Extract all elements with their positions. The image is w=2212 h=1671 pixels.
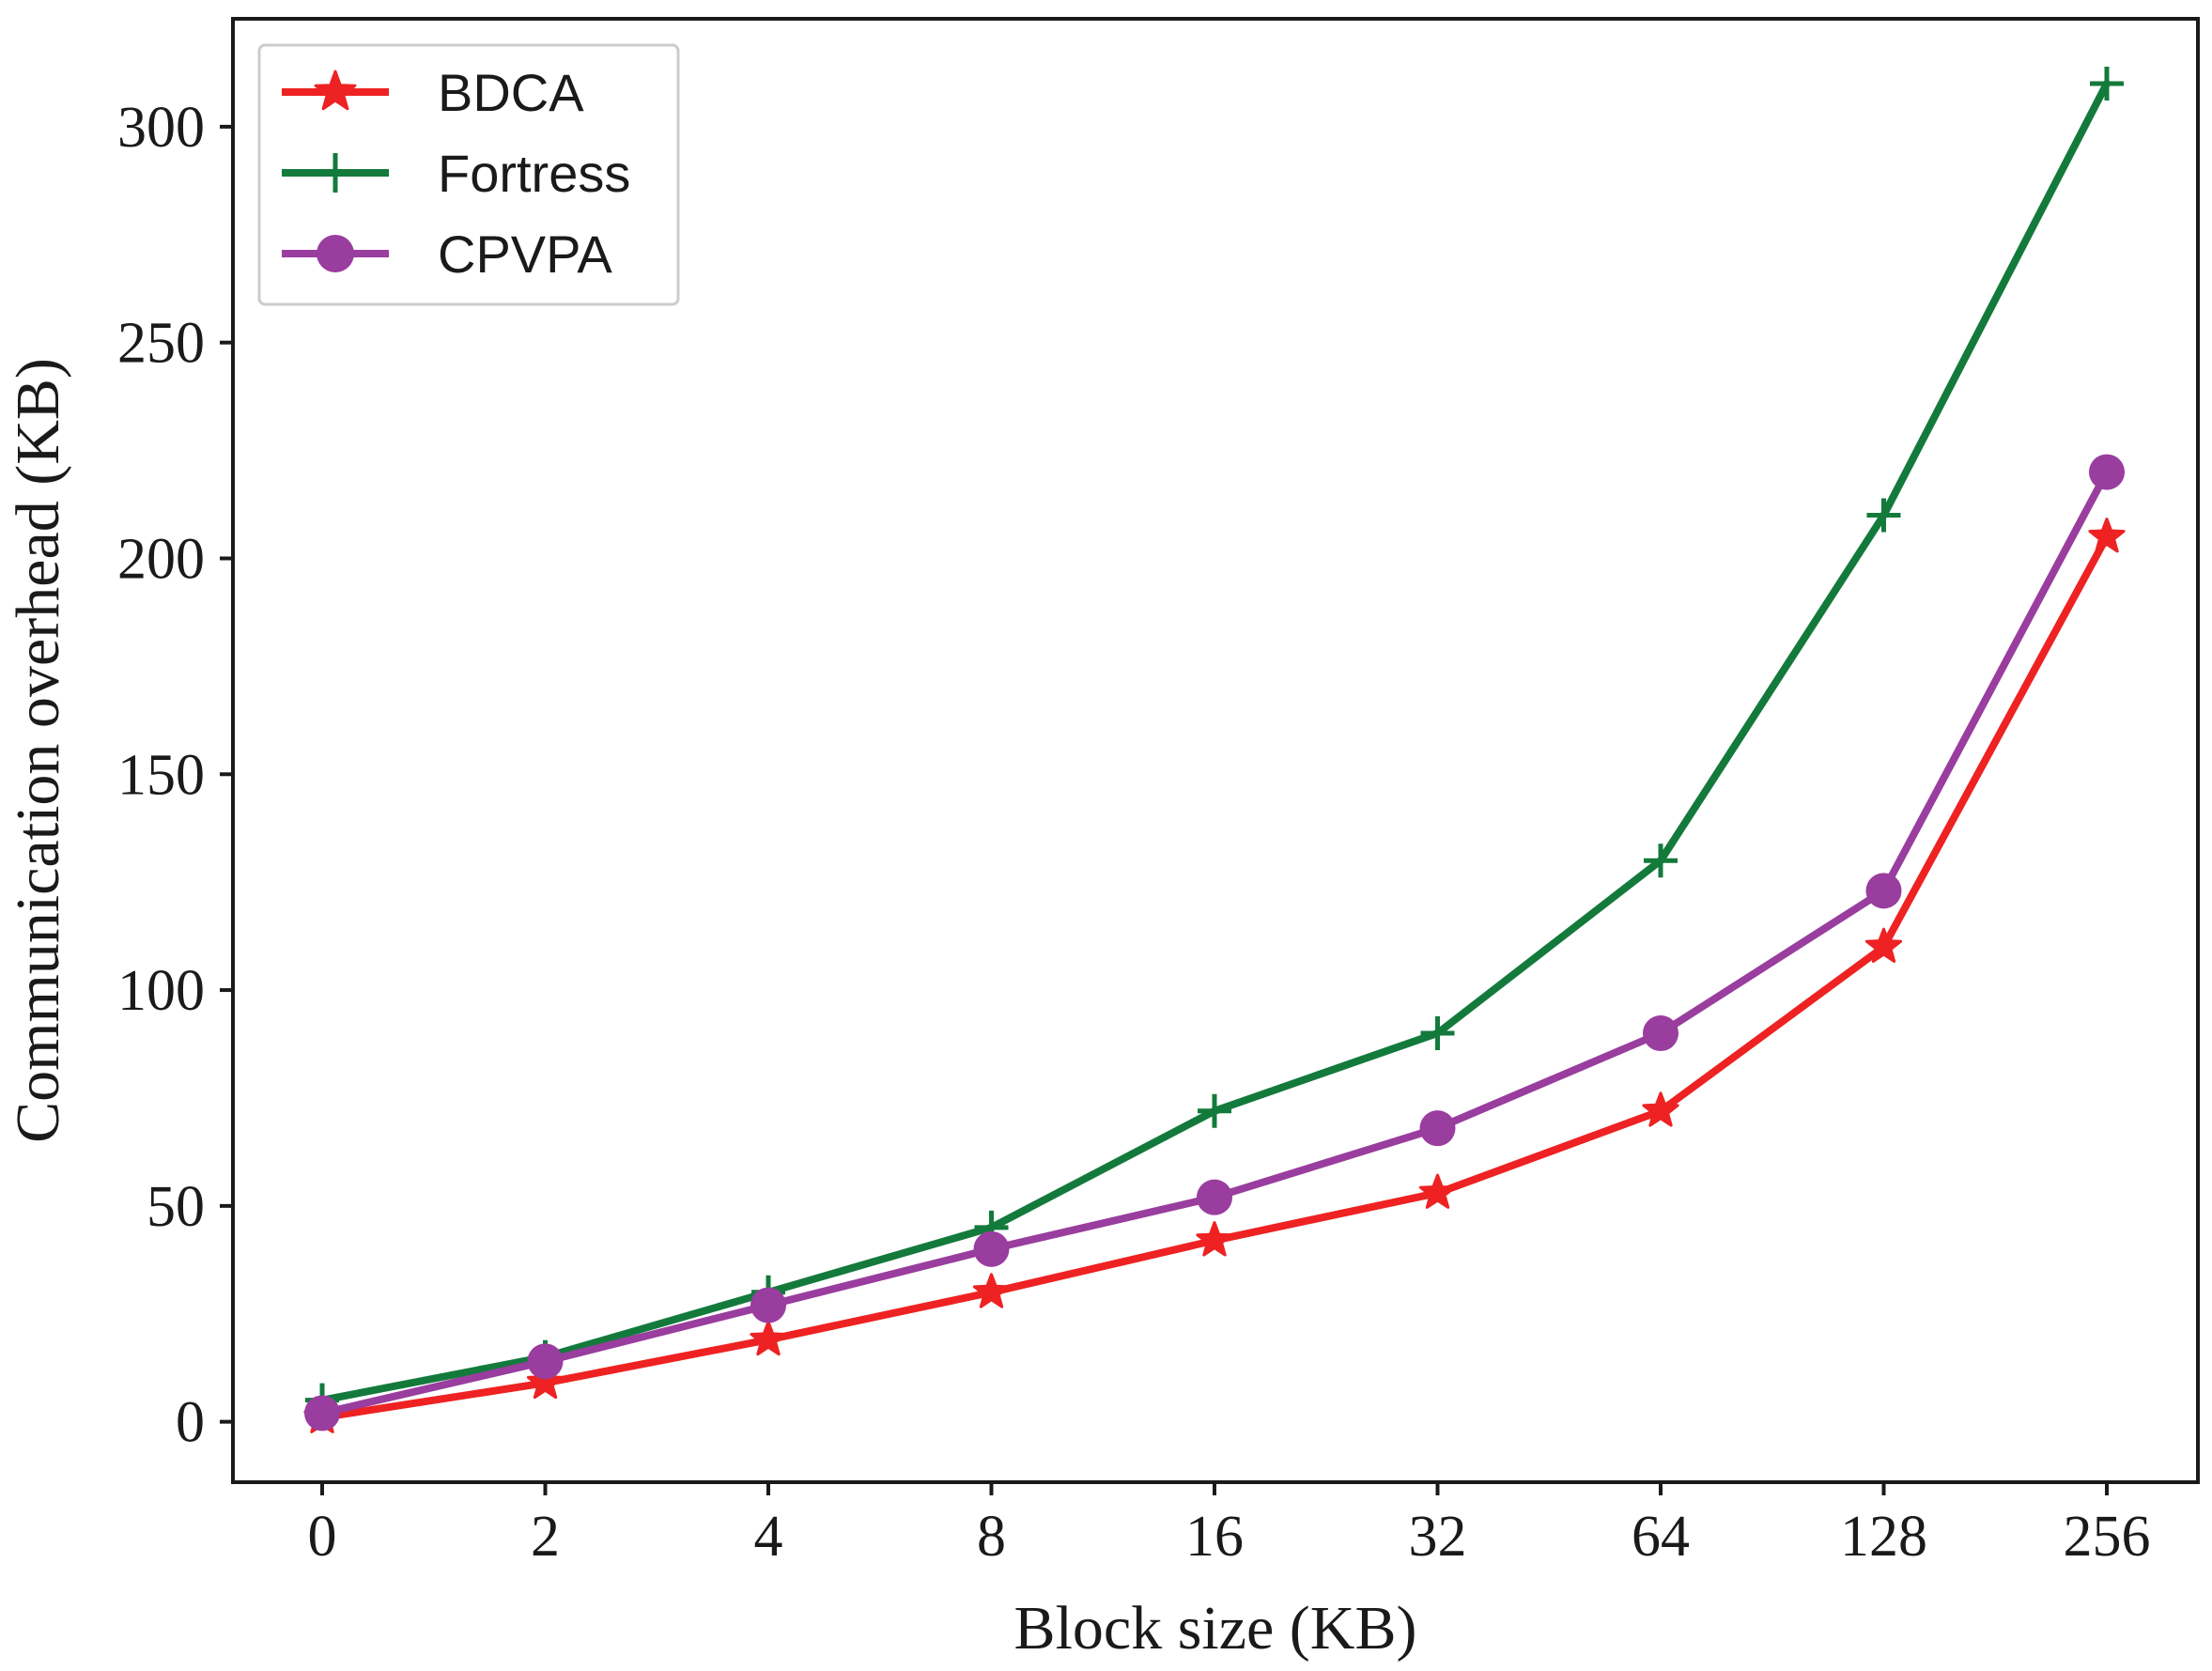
x-tick-label: 2 — [531, 1505, 560, 1569]
x-tick-label: 0 — [308, 1505, 337, 1569]
data-point-fortress — [1198, 1093, 1231, 1128]
data-point-bdca — [2088, 518, 2126, 553]
data-point-bdca — [1864, 927, 1903, 963]
legend-label-fortress: Fortress — [438, 144, 630, 203]
data-point-bdca — [1642, 1091, 1679, 1127]
y-axis-label: Communication overhead (KB) — [4, 358, 72, 1143]
data-point-fortress — [2090, 66, 2124, 101]
legend-marker-cpvpa — [317, 235, 354, 272]
x-axis: 0 2 4 8 16 32 64 128 256 — [308, 1482, 2151, 1569]
data-point-fortress — [1644, 843, 1678, 878]
y-tick-label: 50 — [147, 1175, 205, 1239]
legend-marker-bdca — [314, 70, 357, 111]
y-tick-label: 200 — [117, 527, 205, 591]
x-tick-label: 16 — [1185, 1505, 1244, 1569]
y-tick-label: 100 — [117, 959, 205, 1023]
legend-marker-fortress — [316, 153, 355, 193]
y-tick-label: 300 — [117, 96, 205, 160]
data-point-bdca — [1418, 1173, 1457, 1209]
x-axis-label: Block size (KB) — [1014, 1594, 1417, 1663]
data-point-fortress — [1420, 1016, 1455, 1051]
y-tick-label: 250 — [117, 312, 205, 376]
legend-label-cpvpa: CPVPA — [438, 224, 612, 284]
data-point-cpvpa — [1419, 1110, 1456, 1147]
series-layer — [303, 66, 2126, 1433]
x-tick-label: 32 — [1409, 1505, 1467, 1569]
data-point-cpvpa — [1643, 1015, 1678, 1052]
data-point-bdca — [1196, 1221, 1233, 1257]
legend-label-bdca: BDCA — [438, 63, 584, 122]
x-tick-label: 256 — [2064, 1505, 2151, 1569]
data-point-cpvpa — [1197, 1179, 1232, 1215]
y-tick-label: 150 — [117, 743, 205, 807]
data-point-fortress — [1866, 498, 1901, 533]
data-point-cpvpa — [750, 1287, 786, 1323]
data-point-cpvpa — [1865, 873, 1902, 909]
data-point-cpvpa — [304, 1395, 340, 1431]
legend-box — [257, 43, 680, 306]
x-tick-label: 128 — [1840, 1505, 1927, 1569]
x-tick-label: 4 — [754, 1505, 783, 1569]
data-point-bdca — [750, 1320, 787, 1356]
data-point-cpvpa — [2089, 454, 2125, 490]
y-axis: 0 50 100 150 200 250 300 — [117, 96, 233, 1455]
data-point-bdca — [526, 1363, 565, 1400]
data-point-cpvpa — [973, 1230, 1010, 1267]
x-tick-label: 8 — [977, 1505, 1006, 1569]
y-tick-label: 0 — [176, 1391, 205, 1455]
legend: BDCA Fortress CPVPA — [257, 43, 680, 306]
data-point-cpvpa — [527, 1343, 564, 1380]
data-point-bdca — [972, 1273, 1011, 1308]
x-tick-label: 64 — [1632, 1505, 1690, 1569]
